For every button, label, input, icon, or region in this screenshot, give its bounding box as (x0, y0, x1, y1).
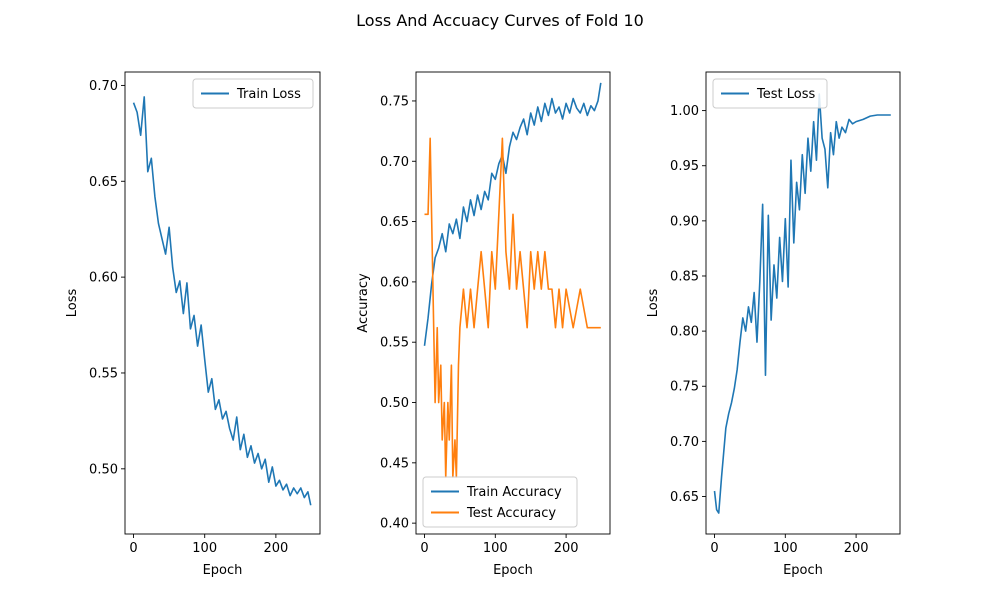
axes-frame (705, 71, 901, 535)
y-tick-label: 0.70 (380, 155, 409, 170)
series-line-test-loss (713, 93, 891, 514)
y-tick-label: 0.95 (670, 159, 699, 174)
x-tick-label: 100 (483, 541, 508, 556)
y-tick-label: 0.45 (380, 456, 409, 471)
legend-label: Train Loss (236, 87, 301, 102)
y-tick-label: 1.00 (670, 104, 699, 119)
series-line-train-loss (132, 96, 312, 506)
x-tick-label: 0 (129, 541, 137, 556)
y-tick-label: 0.80 (670, 325, 699, 340)
series-line-test-accuracy (424, 137, 601, 479)
y-tick-label: 0.70 (670, 435, 699, 450)
y-tick-label: 0.75 (670, 380, 699, 395)
legend-label: Train Accuracy (466, 485, 562, 500)
y-tick-label: 0.75 (380, 94, 409, 109)
legend: Train Accuracy Test Accuracy (422, 476, 578, 528)
y-axis-label: Loss (646, 289, 661, 318)
axes-frame (124, 71, 321, 535)
subplot-1: 0 100 200 0.50 0.55 0.60 0.65 0.70 Epoch Loss Trai… (65, 71, 321, 578)
y-axis-label: Accuracy (356, 273, 371, 333)
x-axis-label: Epoch (203, 563, 243, 578)
y-tick-label: 0.65 (670, 490, 699, 505)
y-axis-label: Loss (65, 289, 80, 318)
legend-box (712, 78, 828, 109)
subplot-3: 0 100 200 0.65 0.70 0.75 0.80 0.85 0.90 0.95 1.00 E… (646, 71, 901, 578)
y-tick-label: 0.70 (89, 79, 118, 94)
x-tick-label: 100 (192, 541, 217, 556)
x-axis-label: Epoch (493, 563, 533, 578)
subplot-2: 0 100 200 0.40 0.45 0.50 0.55 0.60 0.65 0.70 0.75 E… (356, 71, 611, 578)
legend-label: Test Loss (756, 87, 815, 102)
x-tick-label: 200 (844, 541, 869, 556)
series-line-train-accuracy (423, 82, 602, 346)
legend: Test Loss (712, 78, 828, 109)
y-tick-label: 0.90 (670, 214, 699, 229)
legend-label: Test Accuracy (466, 506, 556, 521)
y-tick-label: 0.40 (380, 517, 409, 532)
figure-title: Loss And Accuacy Curves of Fold 10 (356, 11, 644, 30)
x-tick-label: 200 (263, 541, 288, 556)
y-tick-label: 0.60 (380, 275, 409, 290)
x-axis-label: Epoch (783, 563, 823, 578)
x-tick-label: 200 (554, 541, 579, 556)
y-tick-label: 0.50 (89, 462, 118, 477)
axes-frame (415, 71, 611, 535)
y-tick-label: 0.65 (380, 215, 409, 230)
y-tick-label: 0.60 (89, 271, 118, 286)
x-tick-label: 0 (710, 541, 718, 556)
subplots: 0 100 200 0.50 0.55 0.60 0.65 0.70 Epoch Loss Trai… (65, 71, 901, 578)
x-tick-label: 0 (420, 541, 428, 556)
legend-box (422, 476, 578, 528)
x-tick-label: 100 (773, 541, 798, 556)
legend: Train Loss (192, 78, 314, 109)
y-tick-label: 0.50 (380, 396, 409, 411)
y-tick-label: 0.55 (380, 336, 409, 351)
y-tick-label: 0.55 (89, 366, 118, 381)
y-tick-label: 0.85 (670, 269, 699, 284)
legend-box (192, 78, 314, 109)
y-tick-label: 0.65 (89, 175, 118, 190)
